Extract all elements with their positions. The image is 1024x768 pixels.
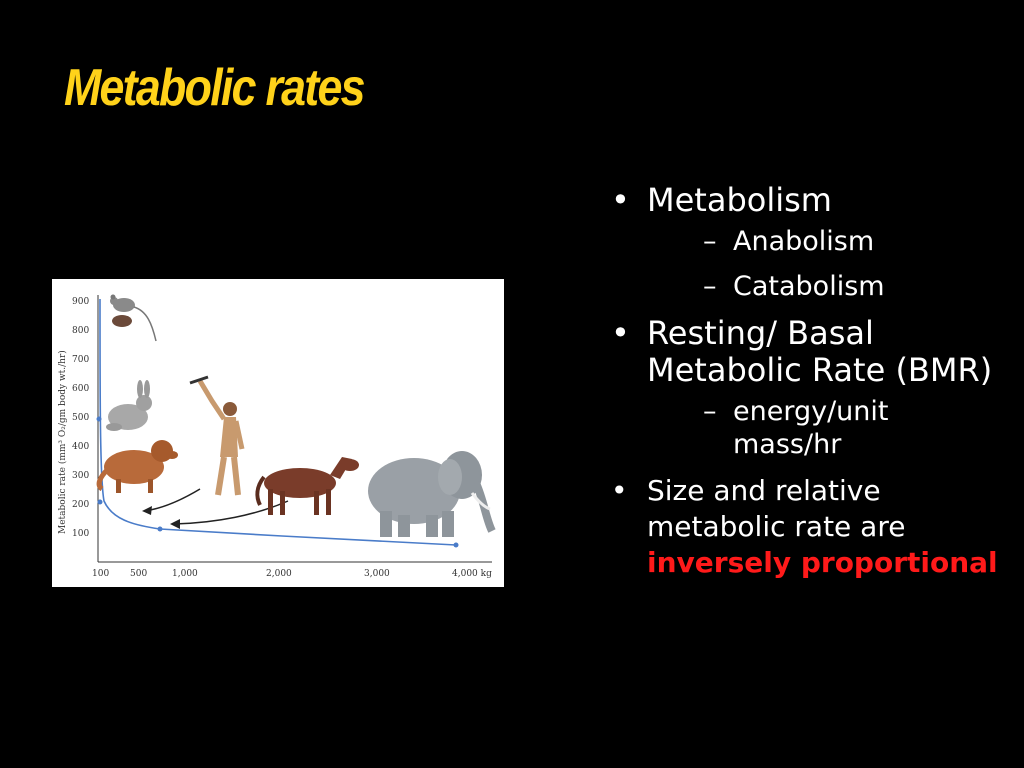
x-tick-label: 3,000	[364, 569, 390, 579]
sub-bullet-item: – energy/unit mass/hr	[647, 395, 1005, 461]
dash-icon: –	[703, 396, 717, 427]
dash-icon: –	[703, 226, 717, 257]
arrow-icon	[173, 500, 289, 525]
figure-canvas: 100 200 300 400 500 600 700 800 900 Meta…	[57, 294, 496, 579]
rabbit-icon	[106, 380, 152, 431]
arrow-head-icon	[170, 519, 180, 529]
dog-icon	[96, 440, 178, 493]
x-tick-label: 1,000	[172, 569, 198, 579]
metabolic-rate-curve	[99, 298, 457, 546]
data-point	[453, 542, 459, 548]
data-point	[96, 416, 102, 422]
y-tick-label: 800	[72, 326, 89, 336]
y-tick-label: 700	[72, 355, 89, 365]
y-tick-label: 300	[72, 471, 89, 481]
elephant-icon	[368, 451, 496, 537]
x-tick-label: 2,000	[266, 569, 292, 579]
sub-bullet-text: Anabolism	[733, 226, 875, 257]
y-tick-label: 500	[72, 413, 89, 423]
y-tick-label: 200	[72, 500, 89, 510]
bullet-list: • Metabolism – Anabolism – Catabolism • Re…	[605, 182, 1005, 589]
sub-bullet-text: Catabolism	[733, 271, 885, 302]
dash-icon: –	[703, 271, 717, 302]
y-tick-group: 100 200 300 400 500 600 700 800 900	[72, 297, 89, 539]
x-tick-group: 100 500 1,000 2,000 3,000 4,000 kg	[92, 569, 492, 579]
y-tick-label: 100	[72, 529, 89, 539]
human-icon	[189, 375, 245, 496]
bullet-text: Size and relative metabolic rate are	[647, 474, 906, 543]
sub-bullet-list: – energy/unit mass/hr	[647, 395, 1005, 461]
y-tick-label: 900	[72, 297, 89, 307]
bullet-text: Metabolism	[647, 181, 832, 219]
bullet-text: Resting/ Basal Metabolic Rate (BMR)	[647, 314, 993, 389]
bullet-dot-icon: •	[611, 474, 628, 507]
y-tick-label: 600	[72, 384, 89, 394]
bullet-dot-icon: •	[611, 314, 630, 352]
sub-bullet-text: energy/unit mass/hr	[733, 396, 889, 460]
y-tick-label: 400	[72, 442, 89, 452]
bullet-item: • Metabolism – Anabolism – Catabolism	[605, 182, 1005, 303]
bullet-dot-icon: •	[611, 181, 630, 219]
sub-bullet-item: – Anabolism	[647, 225, 1005, 258]
bullet-item: • Resting/ Basal Metabolic Rate (BMR) – e…	[605, 315, 1005, 461]
data-point	[97, 499, 103, 505]
x-tick-label: 4,000 kg	[452, 569, 492, 579]
sub-bullet-item: – Catabolism	[647, 270, 1005, 303]
y-axis-label: Metabolic rate (mm³ O₂/gm body wt./hr)	[57, 350, 68, 534]
sub-bullet-list: – Anabolism – Catabolism	[647, 225, 1005, 303]
bullet-item: • Size and relative metabolic rate are i…	[605, 473, 1005, 581]
horse-icon	[255, 457, 359, 515]
x-tick-label: 100	[92, 569, 109, 579]
slide-title: Metabolic rates	[64, 59, 365, 117]
arrow-head-icon	[142, 506, 152, 515]
metabolic-rate-figure: 100 200 300 400 500 600 700 800 900 Meta…	[52, 279, 504, 587]
x-tick-label: 500	[130, 569, 147, 579]
data-point	[157, 526, 163, 532]
mouse-icon	[110, 294, 157, 342]
emphasis-text: inversely proportional	[647, 546, 998, 579]
